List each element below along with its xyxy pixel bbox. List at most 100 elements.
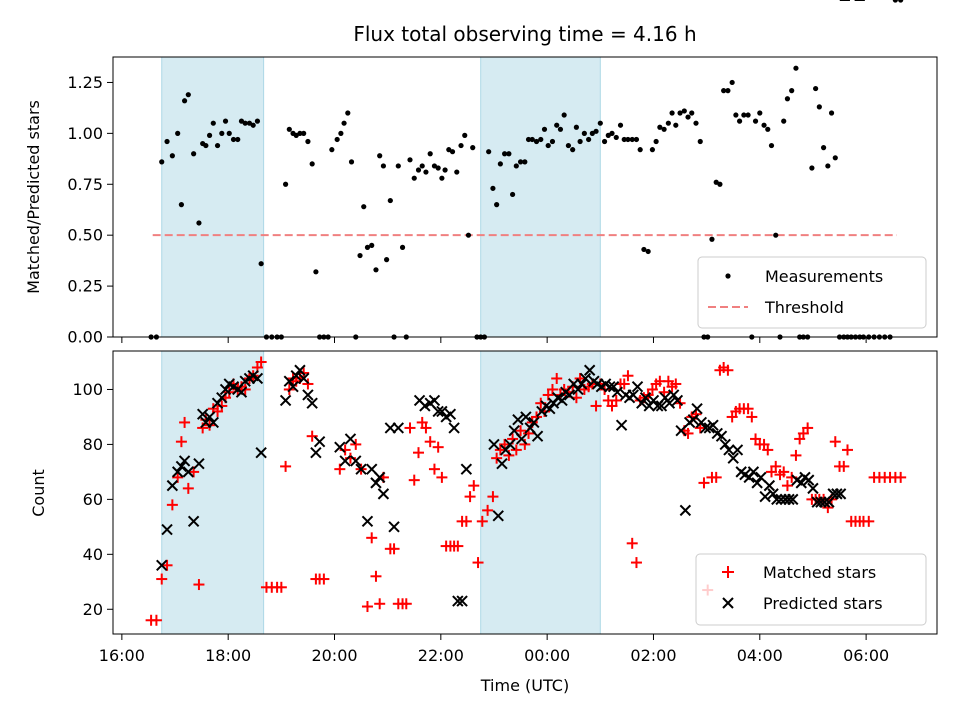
measurement-point (697, 138, 703, 145)
measurement-point (462, 132, 468, 138)
y-tick-label: 0.00 (67, 328, 103, 347)
measurement-point (175, 130, 181, 136)
matched-star-point (452, 540, 464, 552)
predicted-star-point (675, 424, 687, 437)
measurement-point (282, 181, 289, 187)
measurement-point (577, 138, 583, 145)
predicted-star-point (636, 397, 648, 409)
predicted-star-point (663, 397, 676, 409)
measurement-point (465, 232, 472, 238)
measurement-point (250, 122, 256, 128)
predicted-star-point (355, 463, 367, 475)
measurement-point (222, 118, 229, 124)
measurement-point (435, 165, 441, 171)
matched-star-point (374, 598, 386, 610)
matched-star-point (670, 378, 682, 390)
measurement-point (538, 136, 544, 143)
measurement-point (545, 142, 551, 149)
predicted-star-point (432, 405, 444, 418)
x-tick-label: 04:00 (737, 646, 783, 665)
measurement-point (813, 85, 819, 92)
predicted-star-point (350, 455, 362, 467)
top-shaded-spans (161, 56, 601, 338)
matched-star-point (428, 463, 440, 475)
matched-star-point (366, 532, 378, 544)
x-tick-label: 06:00 (843, 646, 889, 665)
measurement-point (254, 118, 261, 124)
measurement-point (816, 104, 822, 110)
measurement-point (613, 134, 619, 141)
matched-star-point (424, 436, 436, 448)
measurement-point (313, 269, 319, 275)
predicted-star-point (504, 438, 516, 451)
measurement-point (502, 151, 508, 157)
measurement-point (348, 159, 355, 165)
top-panel: Flux total observing time = 4.16 h 0.000… (24, 0, 938, 347)
legend-marker-measurements (725, 273, 731, 279)
matched-star-point (610, 394, 622, 406)
predicted-star-point (771, 493, 783, 506)
matched-star-point (182, 482, 194, 494)
measurement-point (387, 197, 393, 204)
matched-star-point (156, 573, 168, 585)
predicted-star-point (563, 389, 576, 401)
matched-star-point (476, 515, 488, 527)
legend-label-measurements: Measurements (765, 267, 883, 286)
predicted-star-point (344, 433, 357, 445)
predicted-star-point (759, 490, 771, 503)
shaded-span-1 (161, 56, 265, 338)
measurement-point (178, 202, 185, 208)
predicted-star-point (203, 411, 216, 423)
predicted-star-point (290, 370, 302, 382)
bottom-legend-box (695, 553, 927, 626)
predicted-star-point (361, 515, 374, 528)
measurement-point (329, 147, 335, 153)
measurement-point (736, 118, 743, 124)
measurement-point (407, 157, 413, 163)
x-tick-label: 22:00 (418, 646, 464, 665)
legend-marker-matched-stars (722, 566, 734, 578)
measurement-point (757, 110, 763, 116)
measurement-point (506, 151, 512, 157)
measurement-point (159, 159, 165, 165)
measurement-point (369, 242, 375, 248)
measurement-point (494, 202, 500, 208)
predicted-star-point (715, 430, 728, 442)
top-legend-box (697, 256, 927, 329)
predicted-star-point (615, 419, 628, 431)
matched-star-point (166, 499, 178, 511)
predicted-star-point (818, 496, 831, 508)
predicted-star-point (731, 444, 744, 456)
predicted-star-point (611, 386, 624, 398)
predicted-star-point (575, 378, 588, 390)
measurement-point (297, 130, 303, 136)
predicted-star-point (607, 381, 620, 393)
measurement-point (486, 149, 492, 155)
predicted-star-point (488, 438, 500, 451)
measurement-point (384, 257, 390, 263)
measurement-point (761, 122, 767, 128)
predicted-star-point (196, 408, 209, 420)
predicted-star-point (178, 455, 191, 467)
predicted-star-point (373, 471, 386, 484)
predicted-star-point (572, 383, 584, 396)
predicted-star-point (216, 392, 228, 404)
predicted-star-point (302, 389, 314, 401)
measurement-point (191, 151, 197, 157)
matched-star-point (802, 422, 814, 434)
predicted-star-point (834, 488, 847, 500)
y-tick-label: 20 (83, 600, 103, 619)
predicted-star-point (751, 477, 763, 489)
predicted-star-point (452, 595, 464, 607)
predicted-star-point (456, 595, 468, 607)
bottom-panel: 20 40 60 80 100 16:00 18:00 20:00 22:00 00:00 02:… (29, 0, 938, 695)
measurement-point (301, 130, 307, 136)
measurement-point (733, 112, 739, 118)
predicted-star-point (255, 446, 267, 459)
measurement-point (395, 163, 401, 169)
measurement-point (768, 142, 775, 149)
matched-star-point (487, 491, 499, 503)
matched-star-point (618, 378, 630, 390)
matched-star-point (150, 614, 162, 626)
matched-star-point (370, 570, 382, 582)
